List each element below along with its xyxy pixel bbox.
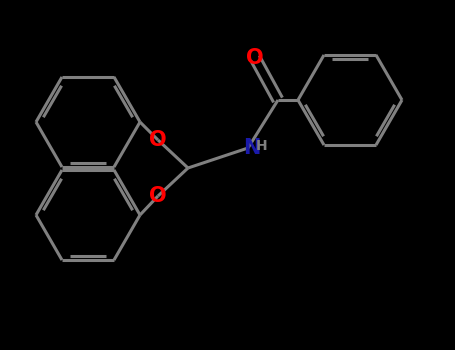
Text: O: O: [246, 48, 264, 68]
Text: N: N: [243, 138, 261, 158]
Text: H: H: [256, 139, 268, 153]
Text: O: O: [149, 130, 167, 150]
Text: O: O: [149, 186, 167, 206]
